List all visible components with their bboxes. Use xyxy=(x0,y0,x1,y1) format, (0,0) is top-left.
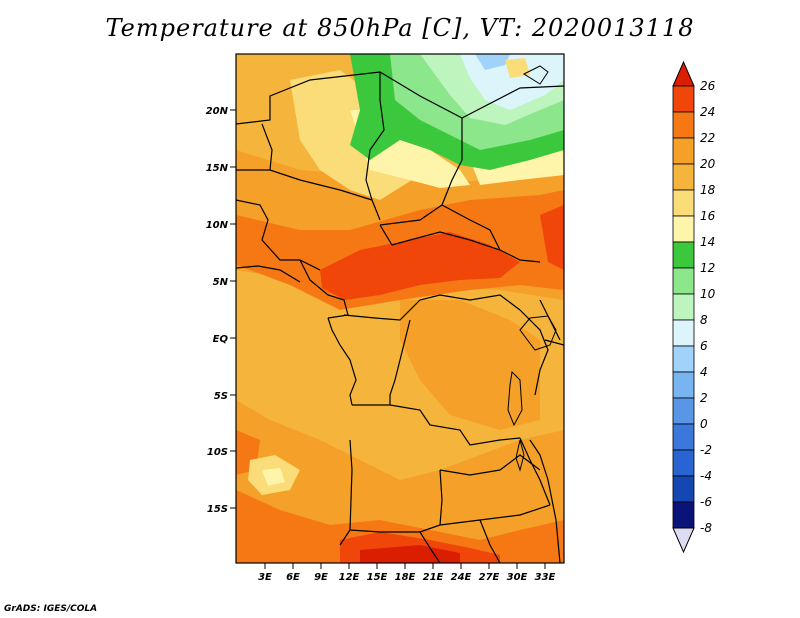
svg-text:5N: 5N xyxy=(213,277,229,288)
colorbar-swatch xyxy=(672,163,695,191)
colorbar-label: -2 xyxy=(700,443,712,457)
lon-tick: 9E xyxy=(314,563,328,583)
svg-text:27E: 27E xyxy=(479,572,500,583)
plot-frame xyxy=(235,53,565,564)
country-boundaries xyxy=(236,71,564,563)
colorbar-label: -4 xyxy=(700,469,712,483)
colorbar-swatch xyxy=(672,345,695,373)
colorbar-label: 26 xyxy=(700,79,716,93)
colorbar-swatch xyxy=(672,111,695,139)
lon-tick: 33E xyxy=(535,563,556,583)
svg-text:24E: 24E xyxy=(451,572,472,583)
lon-tick: 27E xyxy=(479,563,500,583)
map-title: Temperature at 850hPa [C], VT: 202001311… xyxy=(105,14,695,42)
colorbar-swatch xyxy=(672,267,695,295)
lat-tick: 5S xyxy=(214,391,236,402)
colorbar-label: 12 xyxy=(700,261,715,275)
colorbar-label: -6 xyxy=(700,495,712,509)
lon-tick: 30E xyxy=(507,563,528,583)
lon-tick: 24E xyxy=(451,563,472,583)
lon-tick: 18E xyxy=(395,563,416,583)
colorbar-label: 18 xyxy=(700,183,716,197)
colorbar-swatch xyxy=(672,397,695,425)
colorbar-label: 22 xyxy=(700,131,715,145)
lakes xyxy=(507,65,557,472)
colorbar-swatch xyxy=(672,215,695,243)
lon-tick: 6E xyxy=(286,563,300,583)
colorbar-label: 10 xyxy=(700,287,716,301)
colorbar: 26 24 22 20 18 16 14 12 10 8 6 4 2 0 -2 … xyxy=(672,60,716,554)
lon-tick: 3E xyxy=(258,563,272,583)
colorbar-label: 2 xyxy=(700,391,708,405)
lat-tick: EQ xyxy=(213,334,236,345)
lat-tick: 10N xyxy=(206,220,236,231)
svg-text:15E: 15E xyxy=(367,572,388,583)
svg-text:20N: 20N xyxy=(206,106,229,117)
colorbar-swatch xyxy=(672,85,695,113)
svg-text:15N: 15N xyxy=(206,163,229,174)
lon-tick: 21E xyxy=(423,563,444,583)
colorbar-label: 4 xyxy=(700,365,708,379)
lat-tick: 5N xyxy=(213,277,236,288)
colorbar-label: -8 xyxy=(700,521,712,535)
svg-text:33E: 33E xyxy=(535,572,556,583)
svg-text:21E: 21E xyxy=(423,572,444,583)
colorbar-label: 16 xyxy=(700,209,716,223)
colorbar-swatch xyxy=(672,501,695,529)
colorbar-swatch xyxy=(672,423,695,451)
colorbar-swatch xyxy=(672,371,695,399)
lon-tick: 15E xyxy=(367,563,388,583)
lat-tick: 15S xyxy=(207,504,236,515)
svg-text:6E: 6E xyxy=(286,572,300,583)
colorbar-swatch xyxy=(672,189,695,217)
colorbar-swatch xyxy=(672,241,695,269)
svg-text:5S: 5S xyxy=(214,391,228,402)
svg-text:10S: 10S xyxy=(207,447,228,458)
colorbar-under-arrow xyxy=(672,527,695,554)
svg-text:15S: 15S xyxy=(207,504,228,515)
lat-tick: 15N xyxy=(206,163,236,174)
lon-axis: 3E 6E 9E 12E 15E 18E 21E 24E 27E 30E 33E xyxy=(258,563,556,583)
svg-text:3E: 3E xyxy=(258,572,272,583)
svg-text:9E: 9E xyxy=(314,572,328,583)
colorbar-label: 14 xyxy=(700,235,715,249)
colorbar-swatch xyxy=(672,293,695,321)
colorbar-label: 6 xyxy=(700,339,708,353)
svg-text:18E: 18E xyxy=(395,572,416,583)
colorbar-swatch xyxy=(672,319,695,347)
colorbar-over-arrow xyxy=(672,60,695,87)
svg-text:12E: 12E xyxy=(339,572,360,583)
lat-tick: 20N xyxy=(206,106,236,117)
lat-axis: 20N 15N 10N 5N EQ 5S 10S 15S xyxy=(206,106,236,515)
colorbar-label: 0 xyxy=(700,417,708,431)
svg-text:EQ: EQ xyxy=(213,334,229,345)
lon-tick: 12E xyxy=(339,563,360,583)
colorbar-swatch xyxy=(672,475,695,503)
colorbar-swatch xyxy=(672,449,695,477)
credit-text: GrADS: IGES/COLA xyxy=(4,604,98,614)
colorbar-swatch xyxy=(672,137,695,165)
svg-text:30E: 30E xyxy=(507,572,528,583)
lat-tick: 10S xyxy=(207,447,236,458)
colorbar-label: 24 xyxy=(700,105,715,119)
colorbar-label: 8 xyxy=(700,313,708,327)
svg-text:10N: 10N xyxy=(206,220,229,231)
temperature-field xyxy=(236,54,564,563)
colorbar-label: 20 xyxy=(700,157,716,171)
